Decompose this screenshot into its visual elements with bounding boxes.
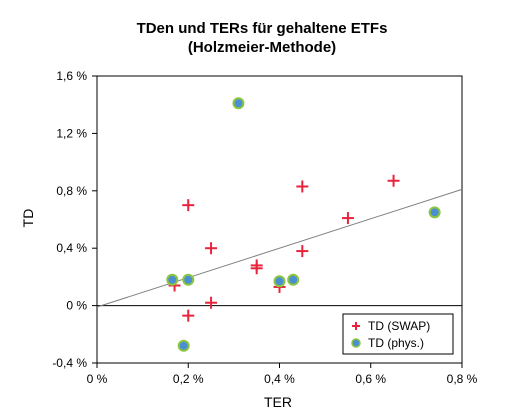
swap-point — [205, 296, 218, 309]
legend: TD (SWAP) TD (phys.) — [342, 313, 454, 355]
y-tick-label: 1,6 % — [56, 69, 87, 83]
swap-point — [296, 180, 309, 193]
y-tick-label: -0,4 % — [52, 356, 87, 370]
phys-point — [232, 97, 245, 110]
legend-label: TD (SWAP) — [368, 319, 430, 333]
x-axis-label: TER — [264, 394, 292, 410]
phys-point — [287, 273, 300, 286]
swap-point — [296, 245, 309, 258]
trendline — [96, 188, 463, 308]
legend-box — [342, 313, 454, 355]
x-tick-label: 0,4 % — [264, 372, 295, 386]
swap-point — [182, 199, 195, 212]
phys-point — [177, 339, 190, 352]
phys-point — [273, 275, 286, 288]
x-tick-label: 0,2 % — [173, 372, 204, 386]
y-tick-label: 0,8 % — [56, 184, 87, 198]
phys-point — [166, 273, 179, 286]
swap-point — [387, 174, 400, 187]
chart-title-line-1: TDen und TERs für gehaltene ETFs — [136, 20, 388, 37]
swap-point — [205, 242, 218, 255]
swap-point — [341, 212, 354, 225]
phys-point — [428, 206, 441, 219]
y-tick-label: 0 % — [66, 299, 87, 313]
legend-label: TD (phys.) — [368, 336, 424, 350]
y-axis-label: TD — [20, 209, 36, 228]
y-tick-label: 0,4 % — [56, 241, 87, 255]
x-tick-label: 0 % — [87, 372, 108, 386]
legend-swap-marker — [352, 322, 360, 330]
x-tick-label: 0,6 % — [355, 372, 386, 386]
swap-point — [250, 262, 263, 275]
x-tick-label: 0,8 % — [447, 372, 478, 386]
legend-phys-marker — [351, 338, 361, 348]
swap-point — [182, 309, 195, 322]
chart-title-line-2: (Holzmeier-Methode) — [187, 39, 337, 56]
phys-point — [182, 273, 195, 286]
y-tick-label: 1,2 % — [56, 126, 87, 140]
